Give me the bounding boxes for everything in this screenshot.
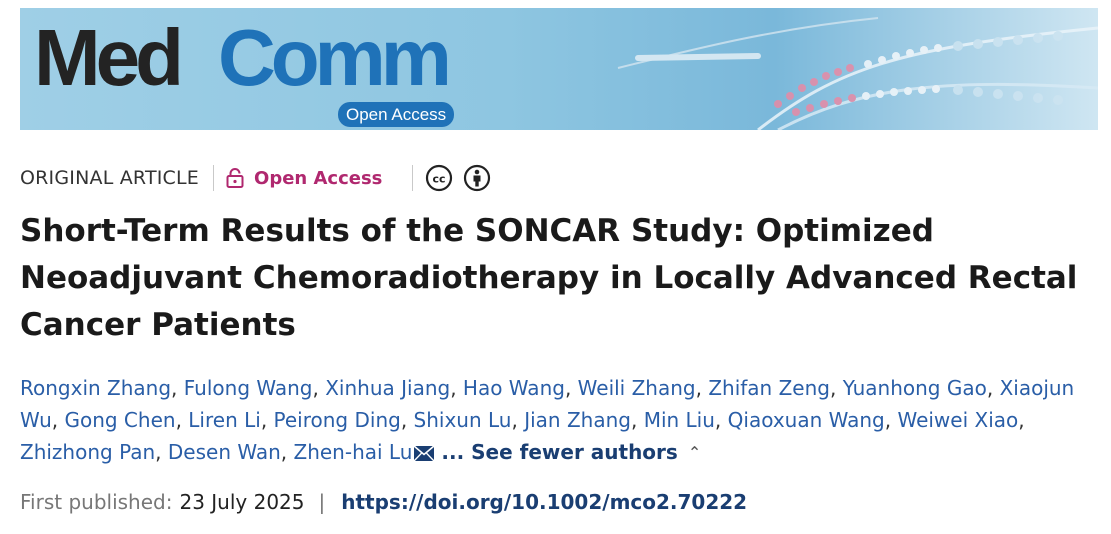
author-separator: ,: [51, 408, 65, 432]
author-separator: ,: [280, 440, 294, 464]
author-link[interactable]: Fulong Wang: [183, 376, 313, 400]
author-separator: ,: [1018, 408, 1025, 432]
author-link[interactable]: Zhizhong Pan: [20, 440, 156, 464]
author-separator: ,: [630, 408, 644, 432]
author-list: Rongxin Zhang, Fulong Wang, Xinhua Jiang…: [20, 372, 1100, 469]
article-meta-row: ORIGINAL ARTICLE Open Access cc: [20, 164, 501, 192]
author-link[interactable]: Qiaoxuan Wang: [727, 408, 885, 432]
lock-icon: [226, 168, 244, 188]
divider: [412, 165, 414, 191]
author-link[interactable]: Gong Chen: [64, 408, 176, 432]
author-separator: ,: [986, 376, 1000, 400]
journal-banner[interactable]: Med Comm Open Access: [20, 8, 1098, 130]
dna-helix-graphic: [617, 17, 1098, 130]
svg-text:cc: cc: [433, 173, 446, 186]
author-link[interactable]: Xiaojun Wu: [20, 376, 1075, 432]
author-separator: ,: [884, 408, 898, 432]
open-access-label[interactable]: Open Access: [254, 167, 383, 189]
author-separator: ,: [312, 376, 326, 400]
see-fewer-authors-link[interactable]: ... See fewer authors: [441, 440, 678, 464]
author-separator: ,: [171, 376, 184, 400]
author-separator: ,: [829, 376, 843, 400]
author-link[interactable]: Zhen-hai Lu: [293, 440, 413, 464]
first-published-label: First published:: [20, 490, 173, 514]
article-type: ORIGINAL ARTICLE: [20, 167, 200, 189]
author-separator: ,: [511, 408, 525, 432]
chevron-up-icon[interactable]: ⌃: [687, 443, 702, 462]
publication-date: 23 July 2025: [179, 490, 305, 514]
logo-open-access-badge: Open Access: [338, 102, 455, 127]
author-separator: ,: [400, 408, 414, 432]
author-link[interactable]: Liren Li: [188, 408, 261, 432]
logo-med-text: Med: [34, 13, 184, 102]
separator: |: [318, 490, 326, 514]
author-separator: ,: [564, 376, 578, 400]
author-link[interactable]: Hao Wang: [462, 376, 565, 400]
author-separator: ,: [175, 408, 189, 432]
author-link[interactable]: Xinhua Jiang: [325, 376, 451, 400]
publication-info: First published: 23 July 2025 | https://…: [20, 490, 747, 514]
author-link[interactable]: Zhifan Zeng: [708, 376, 830, 400]
author-link[interactable]: Weili Zhang: [577, 376, 696, 400]
author-link[interactable]: Weiwei Xiao: [897, 408, 1019, 432]
author-link[interactable]: Yuanhong Gao: [842, 376, 987, 400]
doi-link[interactable]: https://doi.org/10.1002/mco2.70222: [341, 490, 748, 514]
author-separator: ,: [695, 376, 709, 400]
author-link[interactable]: Shixun Lu: [413, 408, 512, 432]
mail-icon[interactable]: [413, 445, 435, 462]
author-link[interactable]: Peirong Ding: [273, 408, 401, 432]
divider: [213, 165, 215, 191]
author-link[interactable]: Jian Zhang: [524, 408, 631, 432]
author-link[interactable]: Rongxin Zhang: [20, 376, 172, 400]
creative-commons-icon[interactable]: cc: [425, 164, 453, 192]
author-separator: ,: [155, 440, 168, 464]
author-separator: ,: [260, 408, 274, 432]
author-separator: ,: [714, 408, 728, 432]
author-link[interactable]: Desen Wan: [167, 440, 281, 464]
attribution-icon[interactable]: [463, 164, 491, 192]
author-link[interactable]: Min Liu: [643, 408, 715, 432]
article-title: Short-Term Results of the SONCAR Study: …: [20, 213, 1078, 343]
logo-comm-text: Comm: [218, 13, 452, 102]
author-separator: ,: [450, 376, 463, 400]
